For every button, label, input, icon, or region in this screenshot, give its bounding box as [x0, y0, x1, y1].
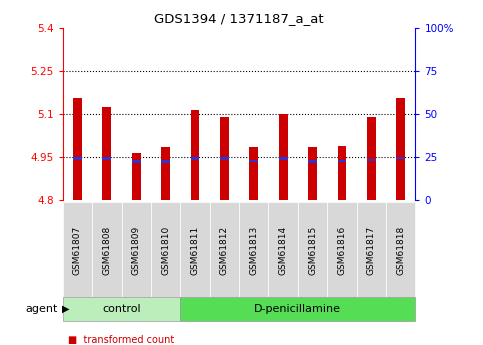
Title: GDS1394 / 1371187_a_at: GDS1394 / 1371187_a_at [154, 12, 324, 25]
Bar [132, 152, 141, 200]
Bar [220, 117, 229, 200]
Text: GSM61818: GSM61818 [396, 226, 405, 275]
Text: GSM61817: GSM61817 [367, 226, 376, 275]
Text: agent: agent [26, 304, 58, 314]
Text: D-penicillamine: D-penicillamine [255, 304, 341, 314]
Bar [279, 157, 287, 160]
Text: GSM61809: GSM61809 [132, 226, 141, 275]
Bar [396, 98, 405, 200]
Bar [161, 160, 170, 163]
Text: GSM61815: GSM61815 [308, 226, 317, 275]
Bar [308, 160, 317, 163]
Bar [191, 109, 199, 200]
Bar [367, 117, 376, 200]
Bar [338, 146, 346, 200]
Bar [73, 98, 82, 200]
Text: GSM61811: GSM61811 [190, 226, 199, 275]
Bar [191, 157, 199, 160]
Text: GSM61808: GSM61808 [102, 226, 112, 275]
Bar [279, 114, 287, 200]
Bar [220, 157, 229, 160]
Bar [161, 147, 170, 200]
Bar [338, 159, 346, 162]
Text: GSM61814: GSM61814 [279, 226, 288, 275]
Text: ▶: ▶ [62, 304, 70, 314]
Text: GSM61813: GSM61813 [249, 226, 258, 275]
Bar [396, 157, 405, 159]
Bar [102, 157, 111, 160]
Bar [102, 107, 111, 200]
Bar [73, 157, 82, 160]
Text: ■  transformed count: ■ transformed count [68, 335, 174, 345]
Text: GSM61810: GSM61810 [161, 226, 170, 275]
Bar [367, 159, 376, 161]
Text: GSM61812: GSM61812 [220, 226, 229, 275]
Bar [249, 147, 258, 200]
Bar [132, 160, 141, 163]
Bar [249, 159, 258, 162]
Bar [308, 147, 317, 200]
Text: GSM61816: GSM61816 [338, 226, 346, 275]
Text: control: control [102, 304, 141, 314]
Text: GSM61807: GSM61807 [73, 226, 82, 275]
